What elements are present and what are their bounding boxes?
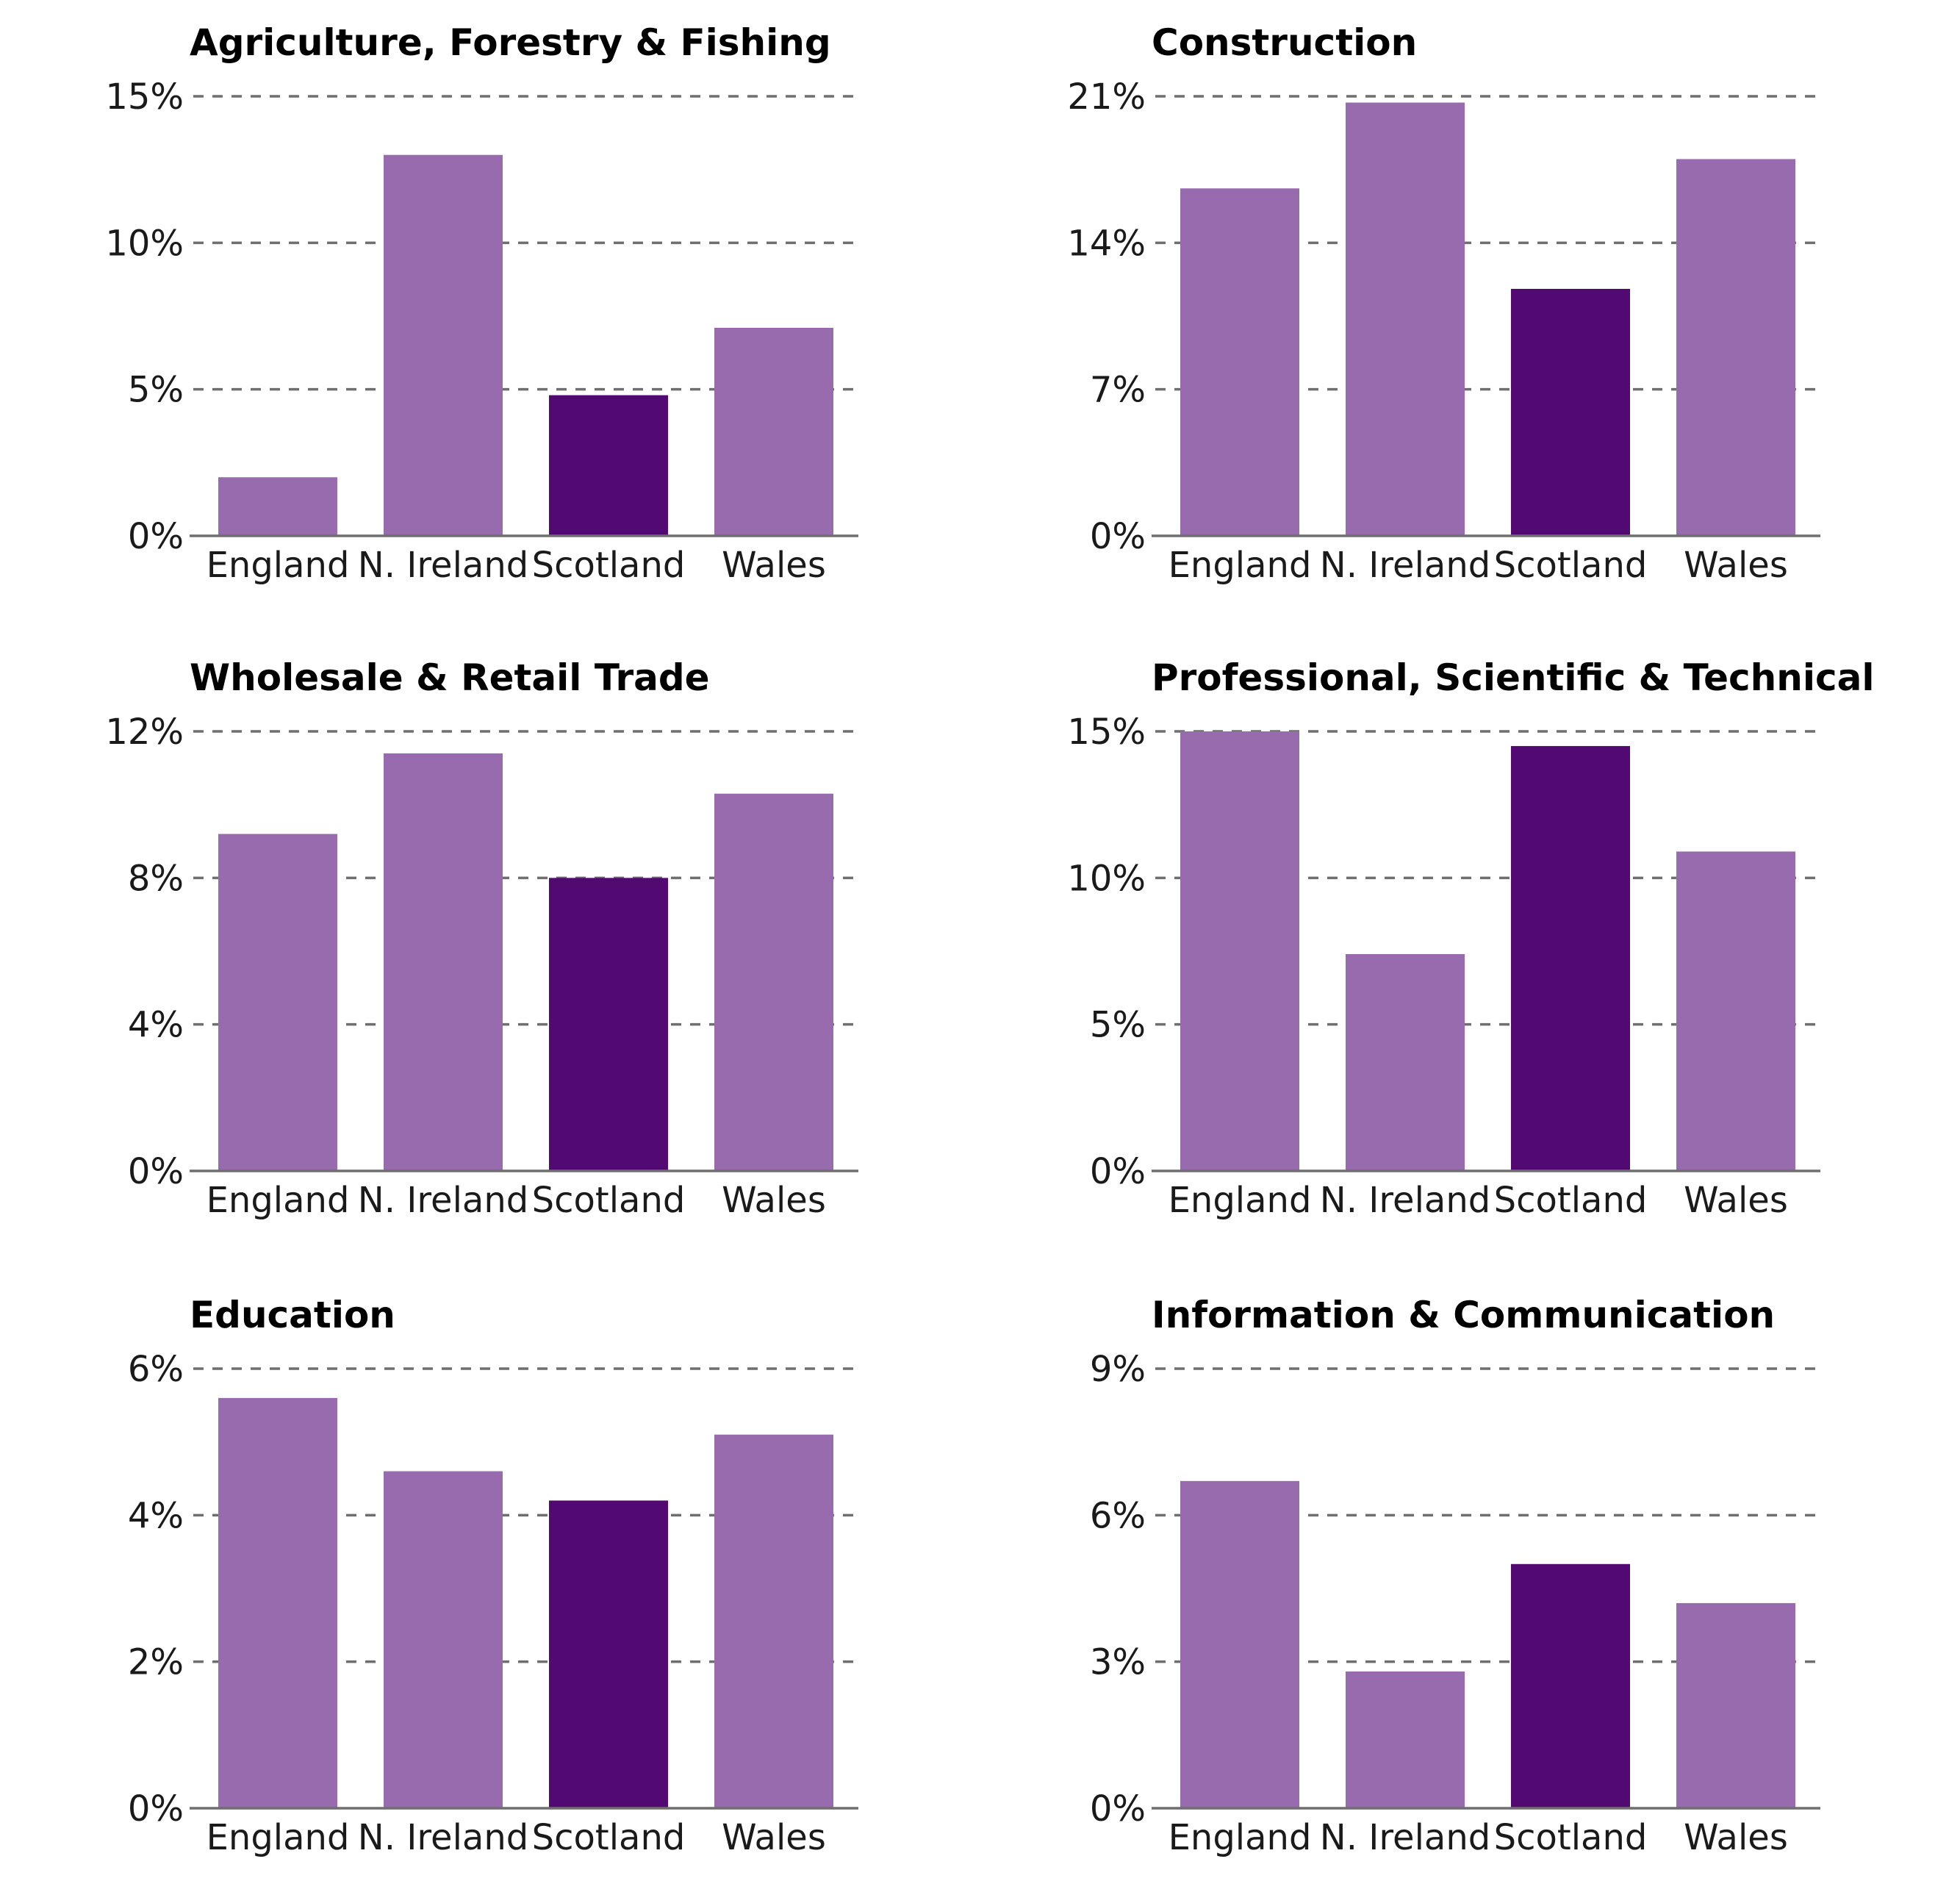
y-tick-label: 0%	[128, 1151, 184, 1192]
bar-n-ireland	[1346, 102, 1465, 537]
x-category-label: Wales	[722, 1817, 826, 1858]
x-category-label: N. Ireland	[358, 545, 528, 586]
y-tick-label: 15%	[1067, 712, 1146, 753]
bar-england	[218, 477, 337, 536]
chart-panel: Agriculture, Forestry & Fishing 0% 5% 10% 15…	[105, 21, 858, 586]
x-category-label: England	[1169, 1817, 1312, 1858]
y-tick-label: 0%	[128, 516, 184, 557]
bar-scotland	[1511, 1563, 1630, 1808]
x-category-label: England	[207, 1817, 350, 1858]
bar-wales	[1676, 1602, 1795, 1808]
bar-scotland	[1511, 288, 1630, 536]
x-category-label: Scotland	[1494, 545, 1648, 586]
bar-wales	[714, 1434, 833, 1808]
x-category-label: Wales	[1684, 1180, 1788, 1221]
y-tick-label: 0%	[1090, 1151, 1146, 1192]
bar-wales	[714, 327, 833, 536]
bar-n-ireland	[1346, 1671, 1465, 1808]
bar-england	[1180, 731, 1299, 1171]
x-category-label: England	[1169, 545, 1312, 586]
chart-panel: Education 0% 2% 4% 6% England N. Ireland Scotla…	[128, 1294, 858, 1858]
chart-title: Construction	[1152, 21, 1417, 64]
y-tick-label: 0%	[1090, 516, 1146, 557]
y-tick-label: 21%	[1067, 76, 1146, 118]
x-category-label: England	[207, 545, 350, 586]
x-category-label: Wales	[1684, 545, 1788, 586]
y-tick-label: 6%	[1090, 1495, 1146, 1536]
y-tick-label: 12%	[105, 712, 184, 753]
x-category-label: Scotland	[532, 1817, 686, 1858]
bar-england	[218, 834, 337, 1171]
chart-panel: Professional, Scientific & Technical 0% 5%…	[1067, 656, 1874, 1221]
y-tick-label: 7%	[1090, 370, 1146, 411]
bar-wales	[1676, 851, 1795, 1171]
y-tick-label: 5%	[128, 370, 184, 411]
bar-n-ireland	[1346, 953, 1465, 1171]
y-tick-label: 2%	[128, 1642, 184, 1683]
y-tick-label: 5%	[1090, 1005, 1146, 1046]
chart-title: Professional, Scientific & Technical	[1152, 656, 1875, 699]
x-category-label: Scotland	[1494, 1180, 1648, 1221]
x-category-label: N. Ireland	[358, 1817, 528, 1858]
x-category-label: England	[1169, 1180, 1312, 1221]
y-tick-label: 15%	[105, 76, 184, 118]
chart-panel: Construction 0% 7% 14% 21% England N. Ireland S…	[1067, 21, 1820, 586]
bar-england	[1180, 188, 1299, 536]
y-tick-label: 9%	[1090, 1349, 1146, 1390]
chart-title: Wholesale & Retail Trade	[190, 656, 710, 699]
y-tick-label: 0%	[1090, 1788, 1146, 1830]
x-category-label: N. Ireland	[358, 1180, 528, 1221]
y-tick-label: 4%	[128, 1495, 184, 1536]
x-category-label: N. Ireland	[1320, 1817, 1490, 1858]
x-category-label: Wales	[722, 545, 826, 586]
chart-title: Information & Communication	[1152, 1294, 1775, 1336]
bar-scotland	[549, 395, 668, 536]
x-category-label: N. Ireland	[1320, 545, 1490, 586]
x-category-label: Scotland	[532, 545, 686, 586]
bar-england	[1180, 1480, 1299, 1808]
y-tick-label: 10%	[105, 223, 184, 264]
y-tick-label: 6%	[128, 1349, 184, 1390]
bar-scotland	[1511, 745, 1630, 1171]
chart-panel: Information & Communication 0% 3% 6% 9% Engla…	[1090, 1294, 1820, 1858]
x-category-label: Wales	[1684, 1817, 1788, 1858]
bar-wales	[714, 793, 833, 1171]
y-tick-label: 3%	[1090, 1642, 1146, 1683]
bar-n-ireland	[384, 154, 503, 536]
bar-scotland	[549, 1500, 668, 1808]
y-tick-label: 14%	[1067, 223, 1146, 264]
chart-title: Agriculture, Forestry & Fishing	[190, 21, 831, 64]
x-category-label: N. Ireland	[1320, 1180, 1490, 1221]
x-category-label: England	[207, 1180, 350, 1221]
bar-n-ireland	[384, 753, 503, 1171]
bar-n-ireland	[384, 1471, 503, 1808]
chart-title: Education	[190, 1294, 395, 1336]
bar-scotland	[549, 878, 668, 1171]
y-tick-label: 8%	[128, 858, 184, 899]
x-category-label: Wales	[722, 1180, 826, 1221]
x-category-label: Scotland	[532, 1180, 686, 1221]
y-tick-label: 10%	[1067, 858, 1146, 899]
y-tick-label: 4%	[128, 1005, 184, 1046]
y-tick-label: 0%	[128, 1788, 184, 1830]
bar-england	[218, 1397, 337, 1808]
chart-panel: Wholesale & Retail Trade 0% 4% 8% 12% England…	[105, 656, 858, 1221]
bar-wales	[1676, 159, 1795, 536]
x-category-label: Scotland	[1494, 1817, 1648, 1858]
